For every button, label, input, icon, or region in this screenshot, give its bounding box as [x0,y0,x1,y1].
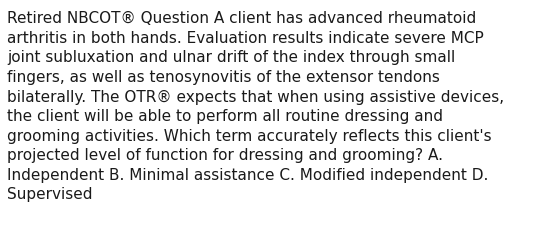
Text: Retired NBCOT® Question A client has advanced rheumatoid
arthritis in both hands: Retired NBCOT® Question A client has adv… [7,11,504,202]
